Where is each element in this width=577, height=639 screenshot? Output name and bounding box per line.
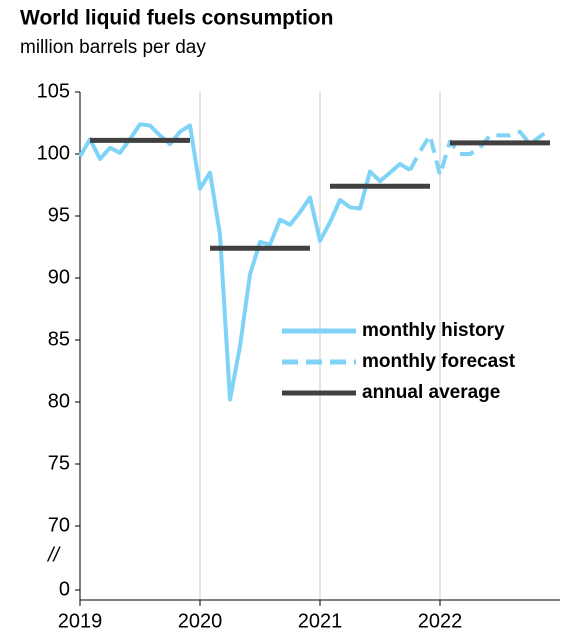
y-tick-label: 80 [48, 390, 70, 412]
legend-label: monthly forecast [362, 351, 516, 372]
y-tick-label: 0 [59, 578, 70, 600]
legend-label: monthly history [362, 320, 505, 341]
x-tick-label: 2022 [418, 610, 463, 632]
line-series [408, 127, 552, 178]
y-tick-label: 75 [48, 452, 70, 474]
line-series [78, 122, 412, 402]
x-tick-label: 2021 [298, 610, 343, 632]
x-tick-label: 2019 [58, 610, 103, 632]
chart-title: World liquid fuels consumption [20, 7, 333, 30]
y-tick-label: 105 [37, 80, 70, 102]
x-tick-label: 2020 [178, 610, 223, 632]
y-tick-label: 95 [48, 204, 70, 226]
y-tick-label: 100 [37, 142, 70, 164]
legend-label: annual average [362, 382, 500, 403]
chart-subtitle: million barrels per day [20, 37, 206, 58]
y-tick-label: 85 [48, 328, 70, 350]
y-tick-label: 70 [48, 514, 70, 536]
axis-break: // [46, 544, 62, 566]
y-tick-label: 90 [48, 266, 70, 288]
